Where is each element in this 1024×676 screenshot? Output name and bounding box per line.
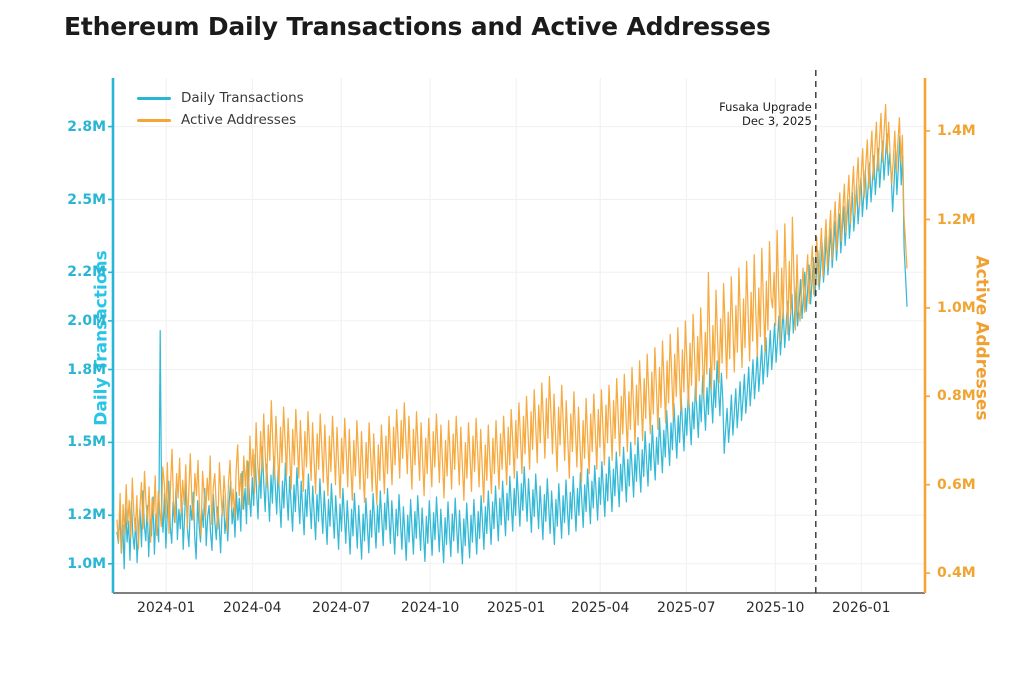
- y-axis-left-tick-label: 1.8M: [67, 361, 106, 378]
- y-axis-left-tick-label: 1.5M: [67, 434, 106, 451]
- y-axis-right-title-wrap: Active Addresses: [971, 0, 1020, 676]
- y-axis-right-tick-label: 1.2M: [937, 211, 976, 228]
- x-axis-tick-label: 2026-01: [832, 600, 891, 616]
- legend-item-label: Daily Transactions: [181, 90, 304, 106]
- annotation-line-1: Fusaka Upgrade: [719, 100, 812, 114]
- x-axis-tick-label: 2024-01: [136, 600, 196, 616]
- x-axis-tick-label: 2025-01: [486, 600, 546, 616]
- legend-color-swatch: [137, 96, 171, 100]
- y-axis-left-tick-label: 1.0M: [67, 555, 106, 572]
- y-axis-left-tick-label: 1.2M: [67, 507, 106, 524]
- y-axis-left-tick-label: 2.0M: [67, 312, 106, 329]
- page-title: Ethereum Daily Transactions and Active A…: [64, 12, 771, 41]
- y-axis-right-tick-label: 1.0M: [937, 299, 976, 316]
- chart-legend: Daily Transactions Active Addresses: [137, 88, 304, 132]
- x-axis-tick-label: 2024-10: [400, 600, 460, 616]
- x-axis-tick-label: 2025-07: [657, 600, 716, 616]
- y-axis-left-tick-label: 2.5M: [67, 191, 106, 208]
- plot-area: Daily Transactions Active Addresses Fusak…: [113, 78, 925, 593]
- x-axis-tick-label: 2024-07: [311, 600, 371, 616]
- y-axis-left-tick-label: 2.8M: [67, 118, 106, 135]
- y-axis-left-tick-label: 2.2M: [67, 264, 106, 281]
- y-axis-right-tick-label: 0.4M: [937, 565, 976, 582]
- x-axis-tick-label: 2025-04: [570, 600, 630, 616]
- annotation-fusaka-upgrade: Fusaka Upgrade Dec 3, 2025: [113, 100, 812, 129]
- x-axis-tick-label: 2025-10: [745, 600, 805, 616]
- legend-color-swatch: [137, 118, 171, 122]
- legend-item[interactable]: Daily Transactions: [137, 88, 304, 108]
- legend-item-label: Active Addresses: [181, 112, 297, 128]
- series-line-active-addresses: [116, 103, 908, 554]
- annotation-line-2: Dec 3, 2025: [741, 114, 812, 129]
- legend-item[interactable]: Active Addresses: [137, 110, 304, 130]
- y-axis-right-tick-label: 0.8M: [937, 388, 976, 405]
- y-axis-right-tick-label: 1.4M: [937, 123, 976, 139]
- x-axis-tick-label: 2024-04: [223, 600, 282, 616]
- y-axis-right-tick-label: 0.6M: [937, 476, 976, 493]
